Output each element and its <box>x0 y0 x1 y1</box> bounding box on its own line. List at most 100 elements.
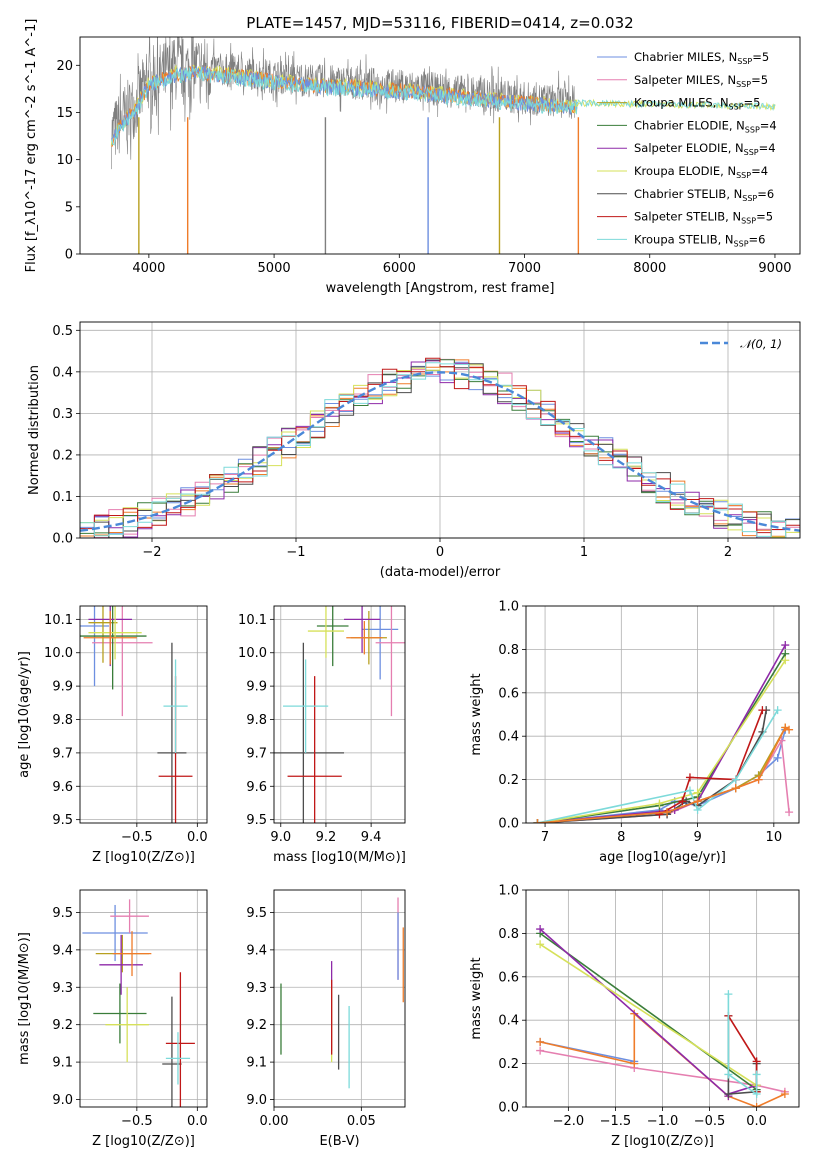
y-tick-label: 0.6 <box>498 970 519 985</box>
x-tick-label: 7 <box>541 830 549 845</box>
y-tick-label: 10.1 <box>238 613 267 628</box>
y-tick-label: 9.5 <box>52 906 73 921</box>
grid <box>526 605 799 824</box>
y-tick-label: 9.5 <box>246 906 267 921</box>
y-tick-label: 9.1 <box>52 1056 73 1071</box>
y-tick-label: 9.9 <box>52 680 73 695</box>
error-bar-point <box>92 606 153 717</box>
x-tick-label: −2.0 <box>553 1114 585 1129</box>
legend-label: Chabrier STELIB, NSSP=6 <box>634 187 774 203</box>
error-bar-point <box>316 606 349 667</box>
y-tick-label: 10.1 <box>44 613 73 628</box>
y-tick-label: 9.4 <box>52 943 73 958</box>
error-bar-point <box>362 606 399 680</box>
plot-area <box>533 641 794 823</box>
y-tick-label: 0.6 <box>498 686 519 701</box>
panel-6: 0.00 0.05 9.0 9.1 9.2 9.3 9.4 9.5 E(B-V) <box>246 889 406 1149</box>
x-tick-label: 5000 <box>258 261 291 276</box>
axes-frame <box>79 36 801 255</box>
y-tick-label: 9.2 <box>52 1018 73 1033</box>
plot-area <box>536 925 789 1107</box>
plus-marker <box>536 925 545 934</box>
y-tick-label: 0 <box>65 248 73 263</box>
x-tick-label: 7000 <box>508 261 541 276</box>
plus-marker <box>724 1070 733 1079</box>
plus-marker <box>685 773 694 782</box>
y-tick-label: 0.2 <box>498 773 519 788</box>
y-tick-label: 0.0 <box>498 1101 519 1116</box>
error-bar-point <box>287 676 342 823</box>
mass-weight-series <box>536 940 761 1090</box>
y-tick-label: 5 <box>65 200 73 215</box>
y-tick-label: 0.0 <box>52 532 73 547</box>
plus-marker <box>773 753 782 762</box>
error-bar-point <box>274 642 345 823</box>
y-axis-label: Normed distribution <box>27 365 42 495</box>
x-tick-label: 0.0 <box>187 830 208 845</box>
y-tick-label: 0.1 <box>52 490 73 505</box>
y-tick-label: 9.6 <box>246 780 267 795</box>
y-tick-label: 9.0 <box>52 1093 73 1108</box>
axes-frame <box>273 889 406 1108</box>
x-axis-label: mass [log10(M/M⊙)] <box>273 850 406 865</box>
x-tick-label: 9.2 <box>316 830 337 845</box>
error-bar-point <box>99 934 143 995</box>
panel-7: −2.0 −1.5 −1.0 −0.5 0.0 0.0 0.2 0.4 0.6 0.8 1.0 Z [… <box>469 884 800 1149</box>
mass-weight-series <box>724 990 761 1098</box>
x-tick-label: 0.05 <box>347 1114 376 1129</box>
y-tick-label: 15 <box>56 106 73 121</box>
error-bar-point <box>80 606 110 687</box>
legend-label: Kroupa STELIB, NSSP=6 <box>634 232 765 248</box>
x-tick-label: 8 <box>617 830 625 845</box>
mass-weight-series <box>533 706 782 823</box>
plus-marker <box>724 990 733 999</box>
x-axis-label: (data-model)/error <box>380 565 501 580</box>
y-tick-label: 10.0 <box>44 646 73 661</box>
y-tick-label: 0.5 <box>52 324 73 339</box>
legend-label: Chabrier MILES, NSSP=5 <box>634 50 769 66</box>
y-tick-label: 0.4 <box>52 365 73 380</box>
plus-marker <box>781 641 790 650</box>
plus-marker <box>754 775 763 784</box>
y-tick-label: 1.0 <box>498 884 519 899</box>
mass-weight-line <box>539 943 758 1086</box>
x-tick-label: 4000 <box>132 261 165 276</box>
y-tick-label: 9.2 <box>246 1018 267 1033</box>
plus-marker <box>780 1089 789 1098</box>
x-tick-label: 9.0 <box>270 830 291 845</box>
plus-marker <box>724 1089 733 1098</box>
x-tick-label: −1.0 <box>647 1114 679 1129</box>
y-axis-label: Flux [f_λ10^-17 erg cm^-2 s^-1 A^-1] <box>24 19 39 273</box>
x-tick-label: 0.00 <box>260 1114 289 1129</box>
plus-marker <box>731 775 740 784</box>
plus-marker <box>630 1059 639 1068</box>
plus-marker <box>731 784 740 793</box>
y-axis-label: mass weight <box>469 957 484 1039</box>
plus-marker <box>533 819 542 823</box>
legend-label: Chabrier ELODIE, NSSP=4 <box>634 118 777 134</box>
x-tick-label: −2 <box>142 545 161 560</box>
mass-weight-line <box>537 729 787 823</box>
grid <box>274 606 405 823</box>
plus-marker <box>781 656 790 665</box>
axes-frame <box>79 605 208 824</box>
x-tick-label: −0.5 <box>121 830 153 845</box>
plus-marker <box>752 1070 761 1079</box>
error-bar-point <box>93 983 147 1044</box>
y-tick-label: 0.3 <box>52 407 73 422</box>
panel-0: 4000 5000 6000 7000 8000 9000 0 5 10 15 20 waveleng… <box>24 19 801 296</box>
plot-area <box>80 357 800 538</box>
axes-frame <box>273 605 406 824</box>
plus-marker <box>785 808 794 817</box>
plot-area <box>82 899 195 1107</box>
legend-label: 𝒩(0, 1) <box>740 337 782 351</box>
plus-marker <box>758 706 767 715</box>
y-tick-label: 9.7 <box>246 746 267 761</box>
plus-marker <box>693 805 702 814</box>
y-tick-label: 0.0 <box>498 817 519 832</box>
y-tick-label: 0.4 <box>498 1014 519 1029</box>
plus-marker <box>693 788 702 797</box>
y-axis-label: mass weight <box>469 673 484 755</box>
error-bar-point <box>112 931 152 977</box>
